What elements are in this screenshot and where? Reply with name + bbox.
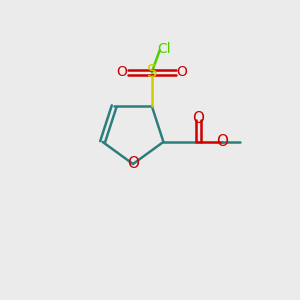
Text: O: O — [192, 111, 204, 126]
Text: O: O — [176, 65, 187, 79]
Text: O: O — [116, 65, 127, 79]
Text: Cl: Cl — [157, 42, 171, 56]
Text: O: O — [127, 157, 139, 172]
Text: S: S — [147, 63, 157, 81]
Text: O: O — [216, 134, 228, 149]
